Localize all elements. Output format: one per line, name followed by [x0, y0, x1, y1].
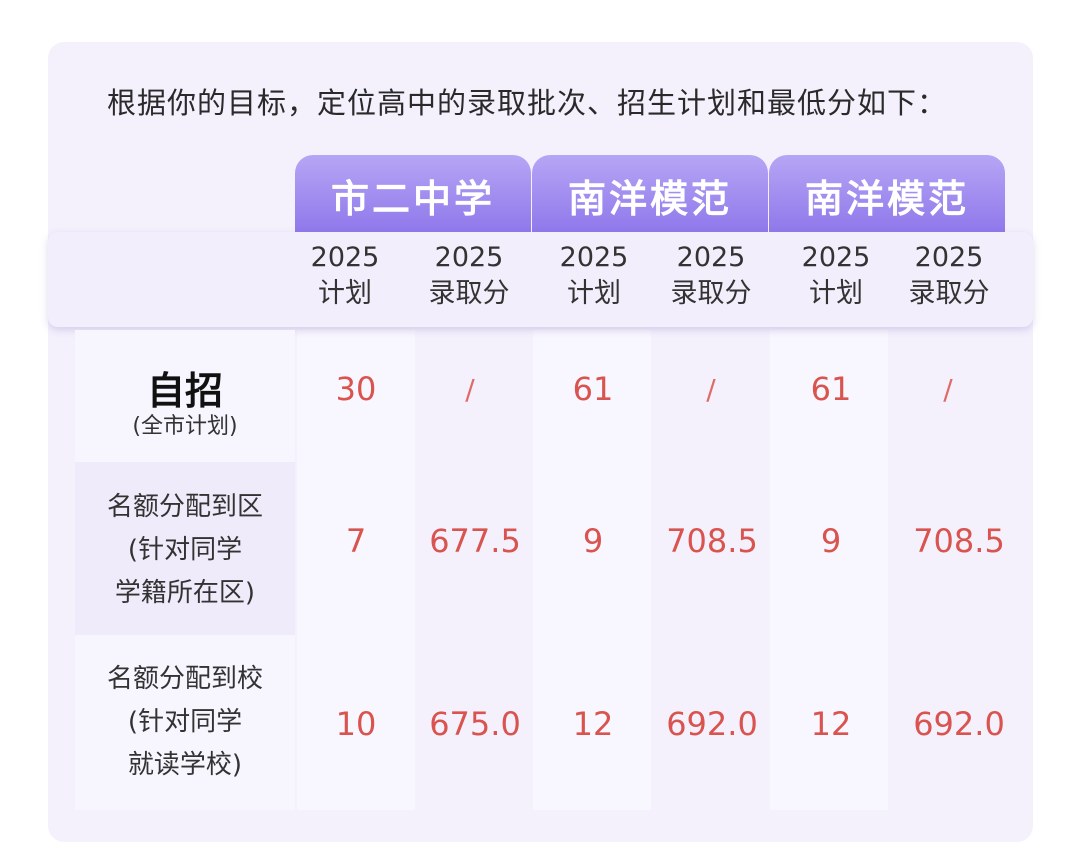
value-cell: 12 [810, 705, 852, 743]
value-cell: 12 [572, 705, 614, 743]
row-label-bg [75, 330, 295, 462]
value-cell: 708.5 [666, 522, 758, 560]
value-cell: 708.5 [913, 522, 1005, 560]
value-cell: 61 [810, 370, 852, 408]
header-plan-2: 2025 计划 [559, 242, 629, 309]
value-cell: 9 [582, 522, 604, 560]
value-cell: 9 [820, 522, 842, 560]
row-label: 名额分配到校 (针对同学 就读学校) [106, 664, 263, 780]
row-label-sub: (全市计划) [132, 414, 238, 439]
header-score-2: 2025 录取分 [670, 242, 752, 309]
header-score-1: 2025 录取分 [428, 242, 510, 309]
column-stripe [297, 330, 415, 810]
column-stripe [533, 330, 651, 810]
value-cell: 7 [345, 522, 367, 560]
row-label-title: 自招 [146, 369, 223, 413]
header-score-3: 2025 录取分 [908, 242, 990, 309]
value-cell: 10 [335, 705, 377, 743]
value-cell: 677.5 [429, 522, 521, 560]
column-stripe [770, 330, 888, 810]
value-cell: / [706, 373, 716, 406]
school-tab-3[interactable]: 南洋模范 [769, 155, 1005, 235]
row-label-bg [75, 462, 295, 635]
value-cell: 30 [335, 370, 377, 408]
intro-text: 根据你的目标，定位高中的录取批次、招生计划和最低分如下： [107, 86, 948, 120]
value-cell: 692.0 [666, 705, 758, 743]
school-tab-2[interactable]: 南洋模范 [532, 155, 768, 235]
value-cell: 675.0 [429, 705, 521, 743]
row-label: 名额分配到区 (针对同学 学籍所在区) [106, 492, 263, 608]
value-cell: / [465, 373, 475, 406]
header-plan-1: 2025 计划 [310, 242, 380, 309]
school-tab-1[interactable]: 市二中学 [295, 155, 531, 235]
row-label-bg [75, 635, 295, 810]
value-cell: / [943, 373, 953, 406]
table-header-bar [48, 232, 1033, 327]
value-cell: 692.0 [913, 705, 1005, 743]
header-plan-3: 2025 计划 [801, 242, 871, 309]
value-cell: 61 [572, 370, 614, 408]
